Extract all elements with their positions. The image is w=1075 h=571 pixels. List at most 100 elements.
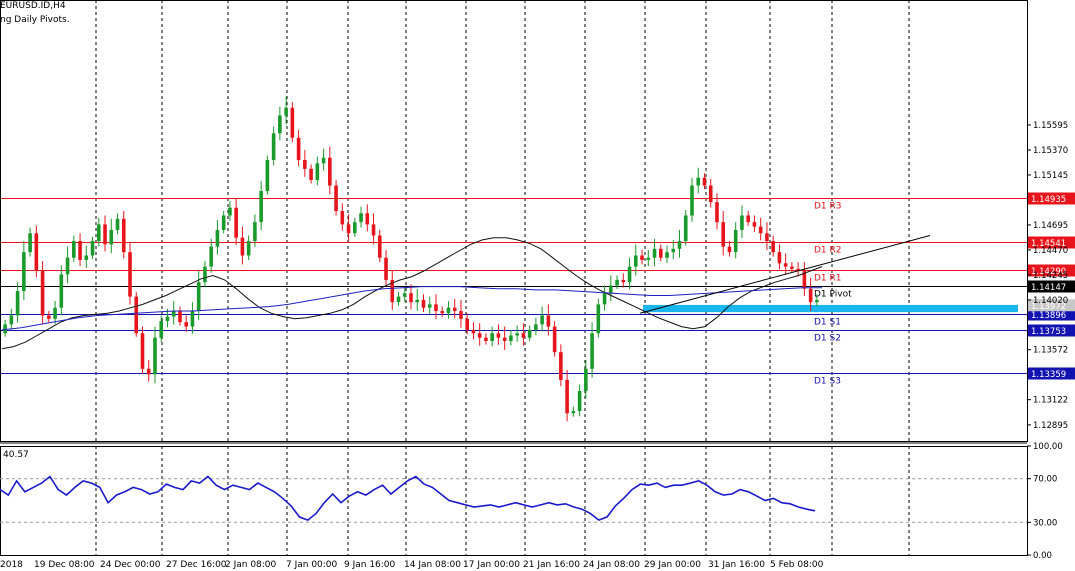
- candle-body: [502, 337, 507, 342]
- x-tick-label: 27 Dec 16:00: [166, 560, 227, 570]
- candle-body: [584, 368, 588, 392]
- candle-body: [577, 391, 582, 412]
- pivot-label: D1 S2: [814, 334, 841, 344]
- support-zone: [643, 304, 1018, 313]
- candle-body: [15, 291, 20, 316]
- candle-body: [65, 257, 70, 275]
- candle-body: [777, 252, 782, 264]
- candle-body: [390, 279, 395, 303]
- candle-body: [384, 257, 388, 280]
- price-tag-bg: [1028, 280, 1075, 293]
- candle-body: [353, 222, 357, 234]
- candle-body: [765, 233, 769, 242]
- candle-body: [315, 163, 320, 180]
- candle-body: [446, 307, 451, 314]
- moving-average-slow: [1, 286, 822, 331]
- candle-body: [134, 296, 139, 334]
- candle-body: [646, 257, 651, 260]
- candle-body: [296, 137, 301, 160]
- price-tag-bg: [1028, 264, 1075, 277]
- x-tick-label: 17 Jan 00:00: [463, 560, 520, 570]
- candle-body: [771, 241, 775, 253]
- candle-body: [590, 333, 594, 369]
- candle-body: [808, 288, 813, 303]
- candle-body: [665, 252, 669, 258]
- candle-body: [427, 304, 432, 308]
- candle-body: [565, 379, 569, 414]
- price-tick-label: 1.13572: [1033, 346, 1068, 356]
- candle-body: [515, 333, 519, 336]
- price-tick-label: 1.13122: [1033, 396, 1068, 406]
- x-tick-label: 24 Dec 00:00: [100, 560, 161, 570]
- candle-body: [153, 337, 157, 375]
- rsi-value-label: 40.57: [3, 450, 29, 460]
- candle-body: [409, 293, 413, 303]
- candle-body: [559, 352, 563, 380]
- x-tick-label: 9 Jan 16:00: [344, 560, 396, 570]
- pivot-label: D1 S1: [814, 318, 841, 328]
- price-tag-label: 1.13359: [1031, 370, 1066, 380]
- price-tag-bg: [1028, 324, 1075, 337]
- rsi-tick-label: 30.00: [1033, 518, 1057, 528]
- candle-body: [196, 282, 201, 312]
- candle-body: [228, 207, 232, 216]
- price-tag-bg: [1028, 367, 1075, 380]
- candle-body: [815, 299, 819, 303]
- candle-body: [740, 215, 744, 230]
- candle-body: [121, 218, 126, 253]
- trendline: [639, 235, 931, 314]
- candle-body: [103, 224, 107, 245]
- candle-body: [721, 222, 726, 247]
- candle-body: [328, 157, 332, 186]
- candle-body: [396, 296, 401, 303]
- candle-body: [165, 316, 170, 322]
- candle-body: [615, 279, 619, 286]
- candle-body: [534, 324, 538, 330]
- candle-body: [290, 107, 295, 138]
- symbol-title: EURUSD.ID,H4: [0, 1, 66, 11]
- candle-body: [521, 333, 526, 338]
- x-tick-label: 14 Jan 08:00: [404, 560, 461, 570]
- x-tick-label: 31 Jan 16:00: [708, 560, 765, 570]
- candle-body: [459, 311, 463, 319]
- candle-body: [47, 315, 51, 319]
- rsi-tick-label: 0.00: [1033, 551, 1052, 561]
- candle-body: [203, 266, 207, 283]
- candle-body: [9, 315, 14, 325]
- candle-body: [22, 252, 26, 292]
- candle-body: [652, 248, 657, 258]
- candle-body: [178, 311, 182, 323]
- candle-body: [702, 177, 707, 186]
- indicator-title: ng Daily Pivots.: [0, 15, 70, 25]
- candle-body: [146, 368, 151, 375]
- candle-body: [477, 333, 482, 338]
- candle-body: [184, 322, 189, 327]
- candle-body: [783, 263, 788, 267]
- price-tag-label: 1.13896: [1031, 311, 1066, 321]
- candle-body: [284, 107, 288, 116]
- candle-body: [115, 218, 120, 230]
- candle-body: [159, 321, 164, 338]
- x-tick-label: 2018: [0, 560, 23, 570]
- candle-body: [215, 229, 220, 247]
- price-panel-frame: [0, 0, 1028, 442]
- candle-body: [509, 335, 513, 342]
- x-tick-label: 21 Jan 16:00: [523, 560, 580, 570]
- candle-body: [752, 222, 757, 227]
- candle-body: [334, 185, 338, 212]
- candle-body: [546, 315, 551, 327]
- candle-body: [72, 241, 76, 258]
- candle-body: [3, 324, 7, 334]
- candle-body: [371, 224, 376, 236]
- price-tag-label: 1.14147: [1031, 283, 1066, 293]
- candle-body: [465, 318, 469, 330]
- candle-body: [746, 215, 750, 223]
- pivot-label: D1 R3: [814, 202, 842, 212]
- pivot-label: D1 R1: [814, 274, 842, 284]
- candle-body: [34, 233, 39, 272]
- candle-body: [221, 215, 226, 230]
- moving-average-fast: [1, 237, 823, 350]
- price-tag-label: 1.14935: [1031, 195, 1066, 205]
- candle-body: [633, 255, 638, 267]
